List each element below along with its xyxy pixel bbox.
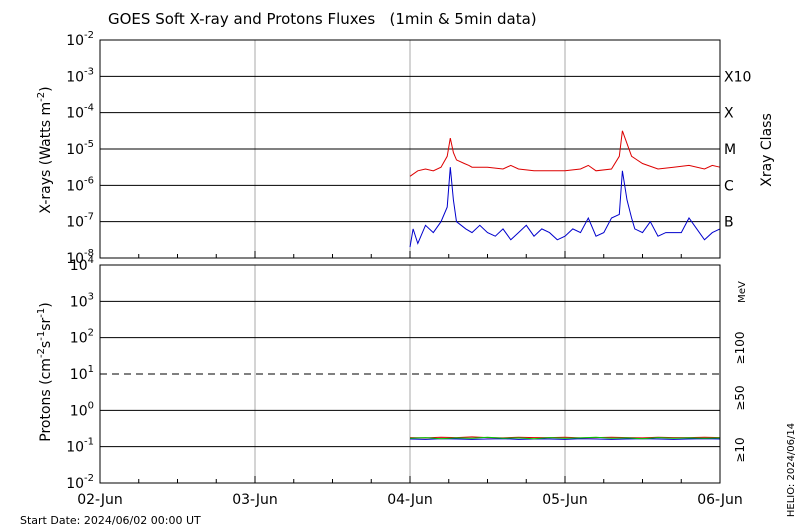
proton-ylabel-exp1: -2 bbox=[36, 348, 47, 358]
xray-class-label-x: X bbox=[724, 106, 734, 122]
energy-label-10: ≥10 bbox=[733, 437, 747, 462]
proton-series-0 bbox=[409, 436, 721, 439]
xray-y-tick-label: 10-3 bbox=[66, 66, 94, 85]
proton-ylabel: Protons (cm-2s-1sr-1) bbox=[36, 302, 54, 441]
x-tick-labels: 02-Jun 03-Jun 04-Jun 05-Jun 06-Jun bbox=[77, 492, 743, 508]
proton-ylabel-exp3: -1 bbox=[36, 308, 47, 318]
x-tick-label: 06-Jun bbox=[697, 492, 743, 508]
proton-series-group bbox=[409, 436, 721, 440]
xray-y-tick-label: 10-4 bbox=[66, 103, 94, 122]
xray-class-label-x10: X10 bbox=[724, 69, 751, 85]
proton-panel-frame bbox=[99, 264, 721, 484]
xray-y-tick-label: 10-7 bbox=[66, 212, 94, 231]
xray-class-label-m: M bbox=[724, 142, 736, 158]
chart-title: GOES Soft X-ray and Protons Fluxes (1min… bbox=[108, 10, 537, 28]
xray-series-group bbox=[409, 130, 721, 248]
proton-ylabel-base: Protons (cm bbox=[38, 358, 54, 442]
xray-y-tick-label: 10-6 bbox=[66, 175, 94, 194]
energy-label-100: ≥100 bbox=[733, 332, 747, 365]
xray-y-tick-label: 10-2 bbox=[66, 30, 94, 49]
xray-y-tick-labels: 10-2 10-3 10-4 10-5 10-6 10-7 10-8 bbox=[66, 30, 94, 267]
helio-date-label: HELIO: 2024/06/14 bbox=[786, 423, 797, 517]
xray-class-labels: X10 X M C B bbox=[724, 69, 751, 230]
proton-ylabel-mid1: s bbox=[38, 341, 54, 348]
proton-y-tick-label: 100 bbox=[70, 400, 94, 419]
proton-ylabel-exp2: -1 bbox=[36, 331, 47, 341]
xray-y-tick-label: 10-5 bbox=[66, 139, 94, 158]
xray-series-0 bbox=[409, 130, 721, 177]
proton-y-tick-label: 102 bbox=[70, 328, 94, 347]
xray-ylabel: X-rays (Watts m-2) bbox=[36, 86, 54, 213]
xray-panel-frame bbox=[99, 39, 721, 259]
xray-series-1 bbox=[409, 167, 721, 248]
xray-ylabel-base: X-rays (Watts m bbox=[38, 102, 54, 214]
xray-class-axis-title: Xray Class bbox=[759, 113, 775, 187]
x-tick-label: 04-Jun bbox=[387, 492, 433, 508]
proton-series-2 bbox=[409, 436, 721, 440]
xray-ylabel-close: ) bbox=[38, 86, 54, 91]
energy-label-50: ≥50 bbox=[733, 385, 747, 410]
xray-class-label-b: B bbox=[724, 215, 734, 231]
xray-y-tick-label: 10-8 bbox=[66, 248, 94, 267]
x-tick-label: 03-Jun bbox=[232, 492, 278, 508]
proton-panel-grid bbox=[99, 265, 721, 483]
x-tick-label: 05-Jun bbox=[542, 492, 588, 508]
xray-panel-grid bbox=[99, 40, 721, 258]
start-date-label: Start Date: 2024/06/02 00:00 UT bbox=[20, 514, 201, 527]
proton-ylabel-close: ) bbox=[38, 302, 54, 307]
energy-unit-label: MeV bbox=[737, 281, 748, 303]
proton-series-1 bbox=[409, 438, 721, 440]
proton-y-tick-label: 10-1 bbox=[66, 437, 94, 456]
proton-y-tick-label: 104 bbox=[70, 255, 94, 274]
proton-y-tick-label: 101 bbox=[70, 364, 94, 383]
xray-class-label-c: C bbox=[724, 178, 734, 194]
proton-y-tick-label: 10-2 bbox=[66, 473, 94, 492]
proton-y-tick-label: 103 bbox=[70, 291, 94, 310]
proton-ylabel-mid2: sr bbox=[38, 317, 54, 330]
x-tick-label: 02-Jun bbox=[77, 492, 123, 508]
xray-ylabel-exp: -2 bbox=[36, 92, 47, 102]
proton-y-tick-labels: 104 103 102 101 100 10-1 10-2 bbox=[66, 255, 94, 492]
